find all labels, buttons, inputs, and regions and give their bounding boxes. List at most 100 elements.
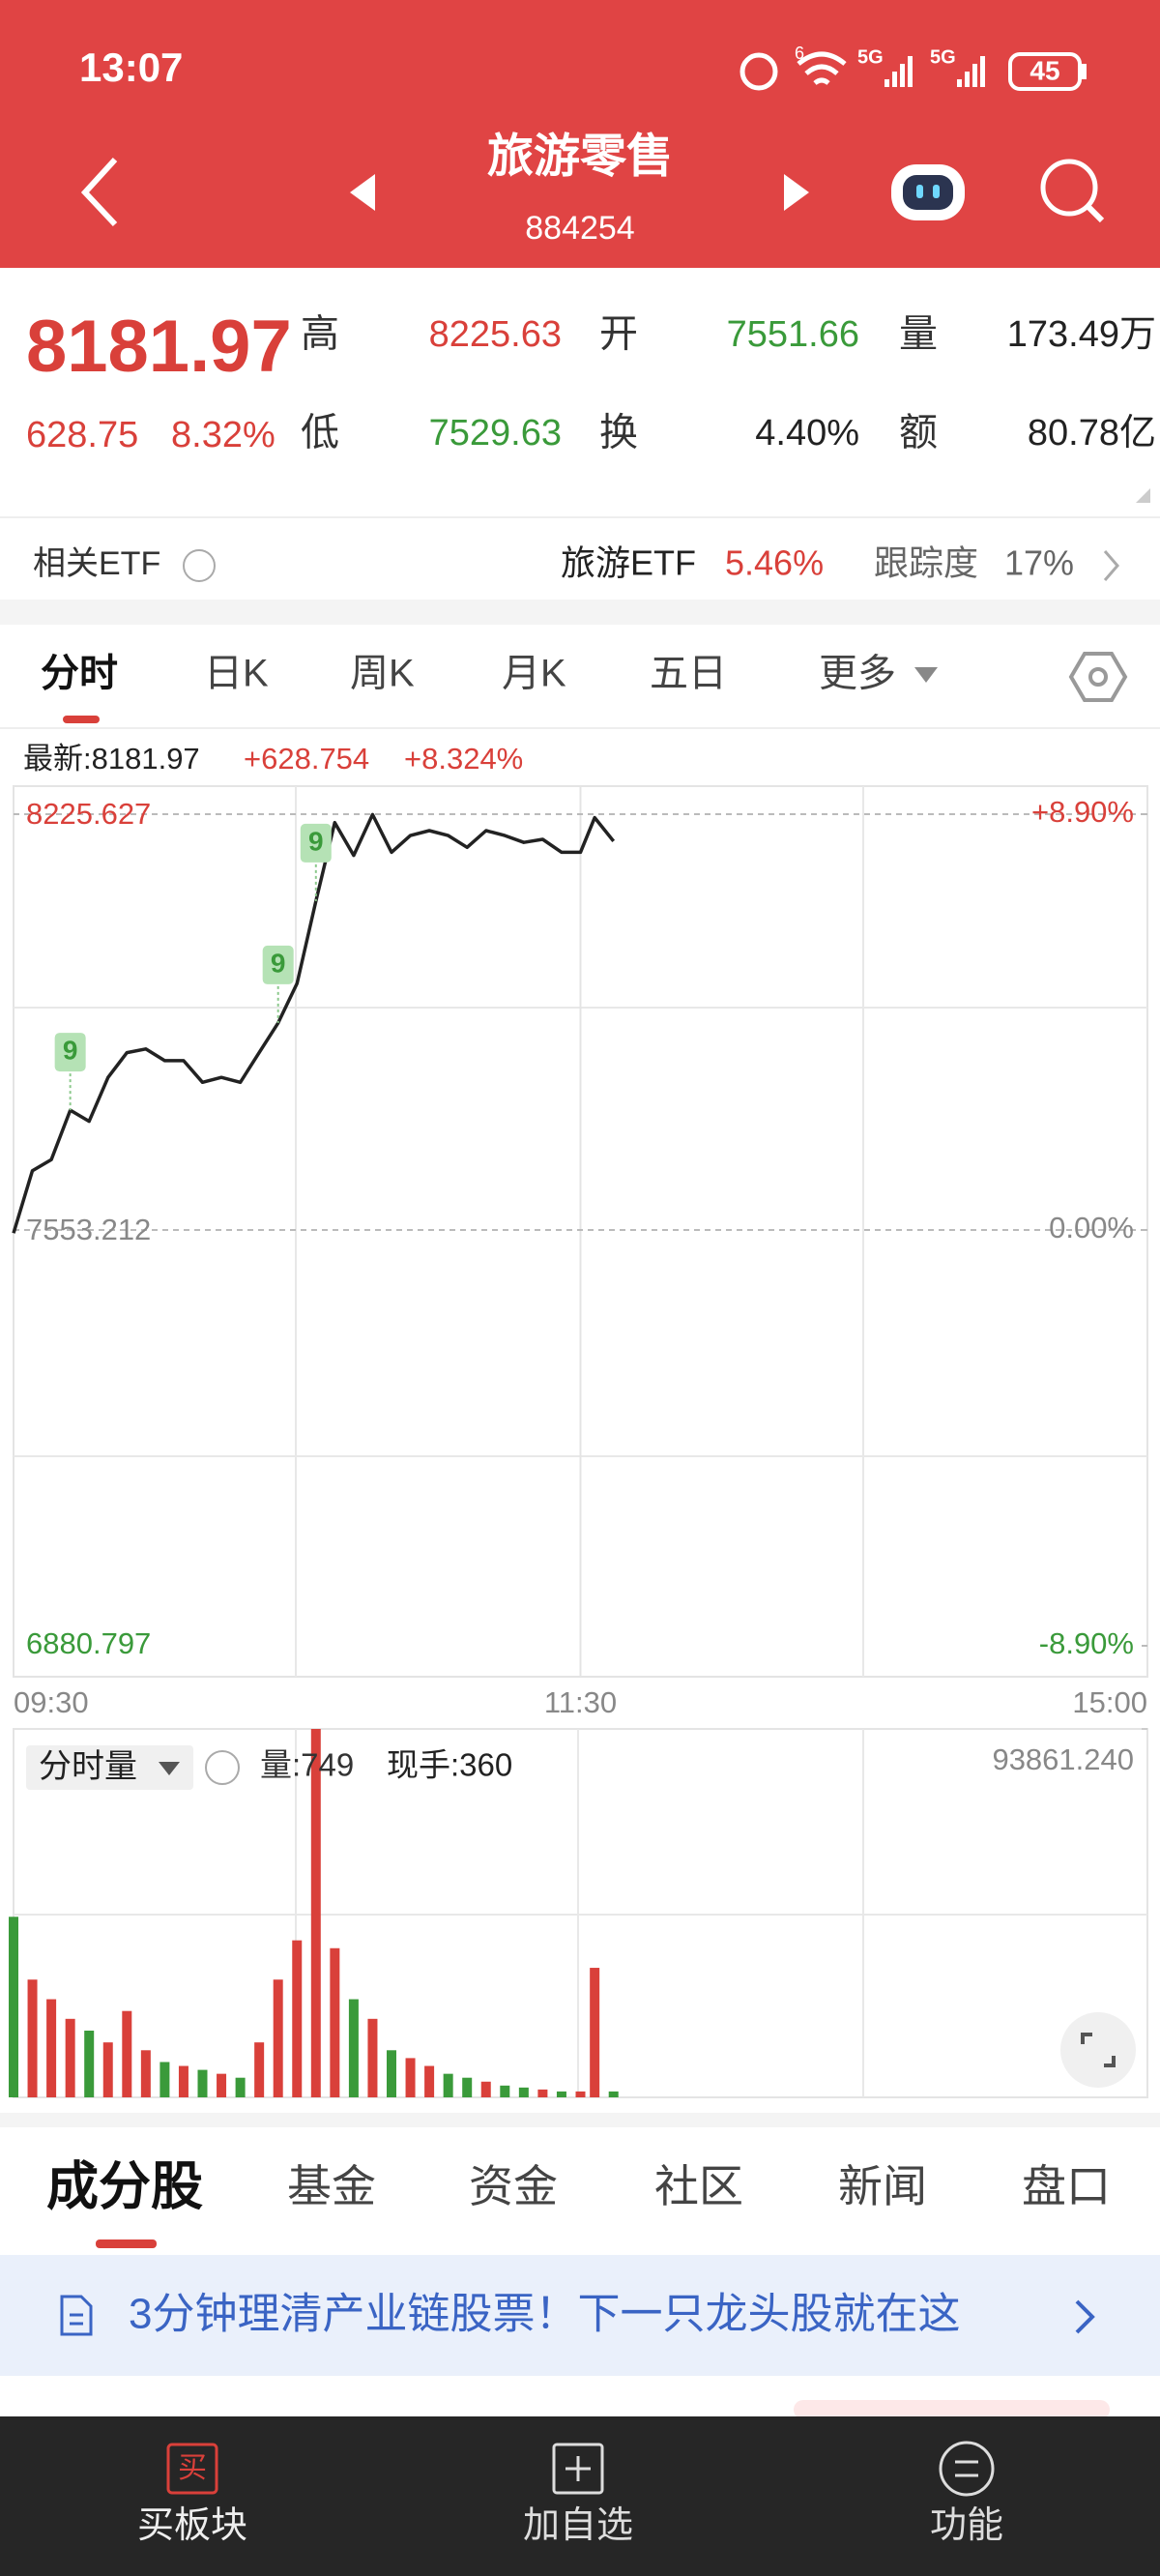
battery-level: 45	[1030, 55, 1059, 85]
back-button[interactable]	[80, 157, 118, 227]
volume-bar	[254, 2042, 265, 2097]
content-tab[interactable]: 社区	[654, 2161, 743, 2211]
volume-bar	[424, 2065, 435, 2097]
wifi-label: 6	[795, 44, 804, 63]
volume-bar	[556, 2091, 566, 2097]
volume-bar	[590, 1968, 600, 2097]
banner-chevron	[1075, 2299, 1095, 2334]
stock-code: 884254	[525, 210, 634, 247]
volume-info: 量:749	[260, 1747, 354, 1783]
wifi-icon	[797, 51, 847, 85]
x-tick-label: 09:30	[14, 1685, 89, 1719]
signal-bar	[980, 56, 985, 87]
nav-bg	[0, 2416, 1160, 2576]
etf-name: 旅游ETF	[561, 543, 696, 583]
etf-change: 5.46%	[725, 543, 824, 583]
header-bg	[0, 0, 1160, 268]
price-change-pct: 8.32%	[171, 415, 276, 455]
volume-bar	[292, 1940, 303, 2097]
signal-badge	[262, 945, 294, 984]
content-tab[interactable]: 盘口	[1022, 2161, 1111, 2211]
etf-chevron[interactable]	[1103, 550, 1119, 581]
volume-bar	[608, 2091, 619, 2097]
content-tab[interactable]: 资金	[469, 2161, 558, 2211]
volume-title: 分时量	[39, 1748, 137, 1785]
battery-icon	[1008, 52, 1082, 91]
quote-value: 4.40%	[755, 413, 859, 454]
volume-bar	[462, 2077, 473, 2097]
volume-bar	[405, 2058, 416, 2097]
quote-label: 低	[301, 412, 339, 454]
chart-tab[interactable]: 更多	[819, 653, 896, 695]
network-label: 5G	[930, 46, 956, 68]
status-time: 13:07	[79, 44, 183, 90]
content-tab[interactable]: 基金	[287, 2161, 376, 2211]
next-button[interactable]	[784, 174, 809, 211]
battery-tip	[1082, 64, 1087, 79]
settings-center	[1088, 667, 1108, 687]
chart-tab[interactable]: 月K	[502, 653, 566, 695]
search-button[interactable]	[1040, 159, 1098, 217]
banner-text: 3分钟理清产业链股票！下一只龙头股就在这	[129, 2291, 960, 2338]
volume-bar	[46, 1999, 57, 2097]
doc-icon	[60, 2295, 93, 2336]
signal-bar	[957, 79, 962, 87]
volume-bar	[273, 1979, 283, 2097]
more-arrow	[914, 667, 938, 683]
signal-bar	[900, 64, 905, 87]
volume-bar	[65, 2018, 75, 2097]
etf-label: 相关ETF	[33, 545, 160, 582]
assistant-face	[903, 175, 953, 210]
section-gap	[0, 600, 1160, 625]
volume-bar	[480, 2081, 491, 2097]
search-handle	[1085, 203, 1105, 223]
volume-bar	[443, 2073, 453, 2097]
prev-button[interactable]	[350, 174, 375, 211]
volume-bar	[27, 1979, 38, 2097]
y-tick-label: 7553.212	[26, 1213, 151, 1246]
volume-arrow	[159, 1762, 180, 1775]
chart-tab[interactable]: 日K	[204, 653, 269, 695]
signal-label: 9	[63, 1035, 78, 1065]
nav-item[interactable]: 功能	[930, 2505, 1003, 2546]
content-tab[interactable]: 成分股	[46, 2157, 203, 2215]
signal-bar	[884, 79, 889, 87]
volume-bar	[348, 1999, 359, 2097]
volume-bar	[310, 1729, 321, 2097]
help-icon	[183, 549, 216, 582]
alarm-icon	[740, 52, 778, 91]
volume-bar	[575, 2091, 586, 2097]
signal-label: 9	[308, 826, 324, 856]
expand-button[interactable]	[1060, 2012, 1136, 2088]
y-tick-label: 8225.627	[26, 797, 151, 831]
quote-label: 量	[899, 313, 938, 356]
nav-item[interactable]: 买板块	[137, 2505, 247, 2546]
banner-bg[interactable]	[0, 2255, 1160, 2376]
buy-icon-label: 买	[178, 2452, 207, 2484]
nav-item[interactable]: 加自选	[523, 2505, 633, 2546]
chart-tab[interactable]: 五日	[650, 653, 727, 695]
volume-bar	[330, 1947, 340, 2097]
tab-underline	[96, 2239, 157, 2248]
assistant-eye	[933, 185, 940, 198]
menu-lines	[955, 2460, 978, 2477]
chart-tab[interactable]: 分时	[41, 653, 118, 695]
quote-label: 换	[599, 412, 638, 454]
volume-info: 现手:360	[387, 1747, 512, 1783]
content-tab[interactable]: 新闻	[838, 2161, 927, 2211]
volume-selector[interactable]	[26, 1745, 193, 1790]
latest-change-pct: +8.324%	[404, 742, 523, 776]
y-tick-label: 93861.240	[992, 1742, 1134, 1776]
volume-bar	[102, 2042, 113, 2097]
signal-bar	[908, 56, 913, 87]
volume-bar	[387, 2050, 396, 2097]
corner-mark	[1136, 488, 1150, 503]
menu-icon	[939, 2441, 995, 2497]
chart-tab[interactable]: 周K	[350, 653, 415, 695]
settings-icon[interactable]	[1068, 652, 1128, 702]
section-gap	[0, 2113, 1160, 2127]
y2-tick-label: -8.90%	[1039, 1626, 1134, 1660]
volume-bar	[235, 2077, 246, 2097]
y2-tick-label: +8.90%	[1031, 795, 1134, 829]
